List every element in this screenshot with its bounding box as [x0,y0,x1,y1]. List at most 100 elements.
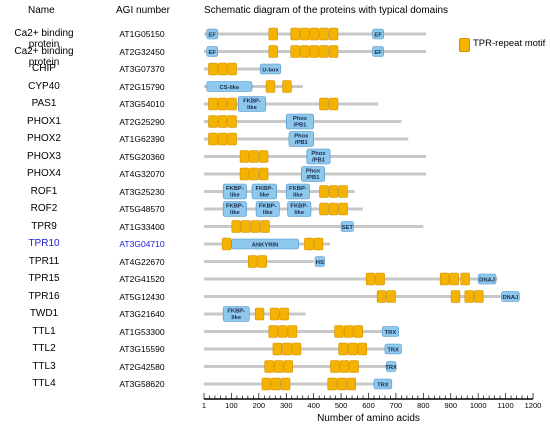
tpr-motif [239,167,250,181]
domain-label: TRX [385,330,397,336]
protein-name: TPR11 [28,255,60,267]
domain-box [259,63,282,75]
domain-label: /PB1 [294,123,308,129]
tpr-motif [231,220,241,233]
domain-label: FKBP- [290,204,308,210]
domain-box [222,201,247,217]
protein-backbone [204,312,306,316]
agi-number: AT2G15790 [119,81,165,92]
tpr-motif [227,115,237,128]
tpr-motif [460,272,470,286]
tpr-motif [287,325,298,338]
protein-name: TPR10 [28,238,60,249]
domain-label: EF [209,32,217,38]
agi-number: AT3G54010 [119,99,165,109]
tpr-motif [268,45,278,58]
protein-name: PAS1 [31,98,57,109]
tpr-motif [217,62,228,76]
domain-box [231,238,299,250]
domain-label: Phox [306,169,321,175]
protein-name: TTL4 [32,378,56,389]
domain-label: ANKYRIN [252,242,278,248]
agi-number: AT1G53300 [119,326,165,337]
domain-box [340,221,354,232]
tpr-motif [249,150,259,163]
domain-box [477,273,497,285]
agi-number: AT3G07370 [119,64,165,74]
tpr-motif [208,115,218,128]
agi-number: AT3G04710 [119,239,165,249]
protein-backbone [204,382,391,386]
tpr-motif [348,342,358,356]
domain-label: like [293,193,303,199]
domain-label: EF [374,50,382,56]
tpr-motif [300,45,310,58]
protein-backbone [204,207,364,211]
protein-backbone [204,295,520,298]
tpr-motif [319,27,329,41]
tpr-motif [217,97,228,111]
tpr-motif [338,185,348,198]
domain-box [314,256,325,267]
tpr-motif [261,377,272,391]
tpr-motif [239,150,250,163]
tpr-motif [227,62,237,76]
protein-backbone [204,67,281,71]
domain-label: CS-like [220,85,240,91]
domain-label: DNAJ [479,277,495,283]
tpr-motif [474,290,484,303]
agi-number: AT1G05150 [119,29,165,39]
tpr-motif [439,272,450,286]
tpr-motif [258,167,269,181]
legend-tpr-swatch [459,38,470,52]
domain-label: like [230,210,240,216]
tpr-motif [339,360,350,373]
agi-number: AT4G32070 [119,169,165,179]
tpr-motif [334,325,344,338]
tpr-motif [464,290,474,303]
tpr-motif [268,27,278,41]
protein-backbone [204,277,498,281]
domain-box [373,378,393,390]
protein-name: Ca2+ binding protein [14,45,74,68]
domain-box [206,81,253,92]
domain-label: FKBP- [255,186,273,192]
protein-name: TTL1 [32,325,56,337]
domain-box [372,28,384,40]
agi-number: AT5G48570 [119,204,165,214]
legend-tpr-label: TPR-repeat motif [473,38,546,49]
protein-name: Ca2+ binding protein [14,28,74,50]
domain-box [251,183,277,200]
schematic-column-header: Schematic diagram of the proteins with t… [204,5,449,16]
domain-label: FKBP- [226,204,244,210]
agi-number: AT3G58620 [119,379,165,389]
protein-name: CHIP [32,63,56,74]
tpr-motif [265,80,276,93]
tpr-motif [227,97,237,111]
tpr-motif [208,132,218,146]
tpr-motif [269,307,280,321]
domain-label: FKBP- [243,99,261,105]
x-tick-label: 700 [390,401,403,410]
agi-number: AT5G12430 [119,291,165,302]
tpr-motif [260,220,270,233]
tpr-motif [250,220,261,233]
domain-label: like [263,210,273,216]
agi-number: AT1G62390 [119,134,165,144]
domain-label: FKBP- [259,204,277,210]
agi-number: AT2G25290 [119,116,165,127]
tpr-motif [386,290,396,303]
x-tick-label: 1000 [470,401,487,410]
domain-box [222,306,250,322]
domain-label: Phox [293,116,308,122]
domain-box [288,131,314,147]
domain-box [381,326,399,337]
protein-name: PHOX1 [27,115,61,127]
tpr-motif [309,45,320,58]
tpr-motif [328,97,339,111]
tpr-motif [279,307,289,321]
tpr-motif [375,272,385,286]
domain-box [255,201,280,217]
tpr-motif [328,202,339,216]
x-tick-label: 200 [253,401,266,410]
